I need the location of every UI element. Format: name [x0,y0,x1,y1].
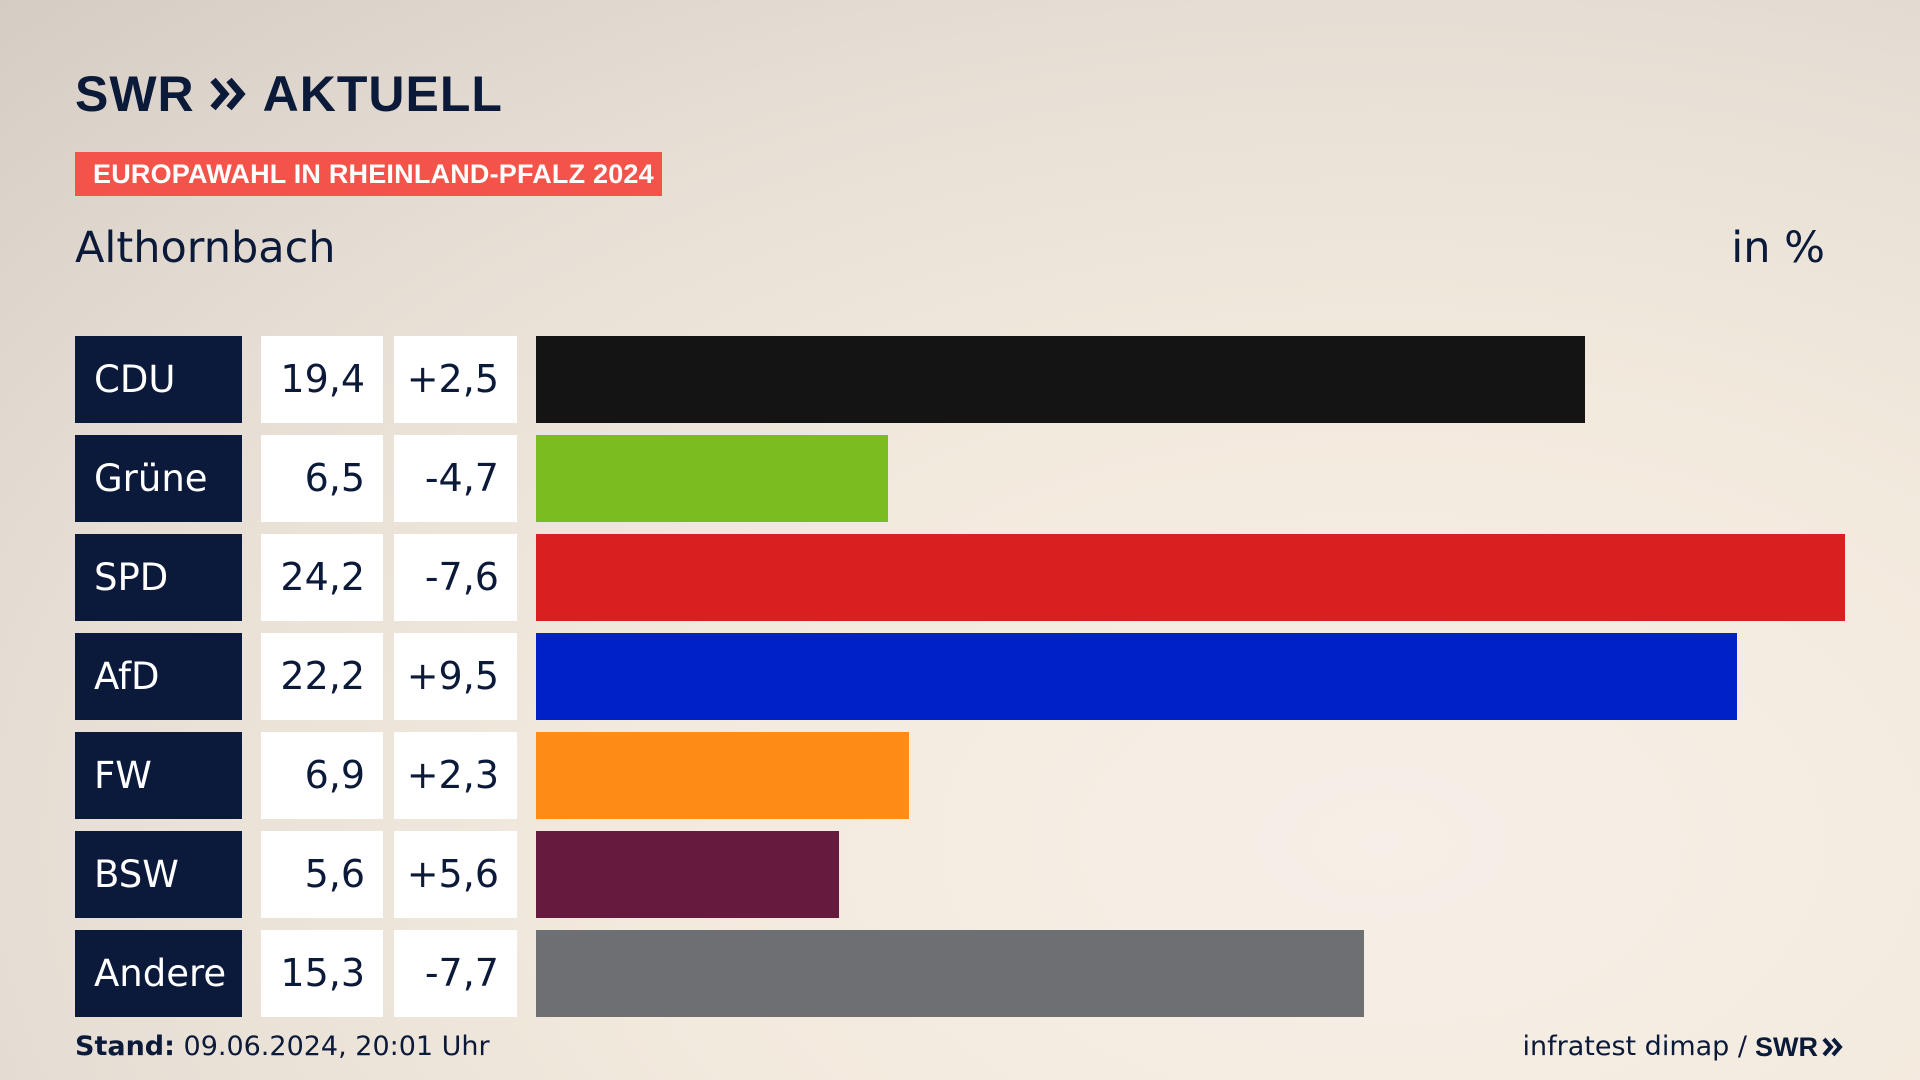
party-label: FW [75,732,242,819]
change-value: +2,5 [394,336,517,423]
swr-small-logo: SWR [1755,1030,1844,1064]
swr-aktuell-logo: SWR AKTUELL [75,64,503,124]
vote-share-bar [536,534,1845,621]
change-value: +9,5 [394,633,517,720]
vote-share-bar [536,336,1585,423]
election-banner: EUROPAWAHL IN RHEINLAND-PFALZ 2024 [75,152,662,196]
stand-value: 09.06.2024, 20:01 Uhr [183,1031,490,1062]
small-double-chevron-icon [1822,1037,1843,1057]
vote-share-bar [536,831,839,918]
vote-share-value: 22,2 [261,633,383,720]
swr-small-text: SWR [1755,1032,1818,1062]
party-label: Andere [75,930,242,1017]
vote-share-value: 6,9 [261,732,383,819]
change-value: +5,6 [394,831,517,918]
chart-title: Althornbach [75,223,336,273]
source-credit: infratest dimap / SWR [1522,1030,1844,1064]
vote-share-bar [536,732,909,819]
vote-share-value: 19,4 [261,336,383,423]
unit-label: in % [1731,223,1825,273]
change-value: -7,7 [394,930,517,1017]
change-value: -4,7 [394,435,517,522]
timestamp: Stand: 09.06.2024, 20:01 Uhr [75,1030,490,1064]
vote-share-bar [536,930,1364,1017]
change-value: -7,6 [394,534,517,621]
logo-aktuell-text: AKTUELL [262,66,503,122]
vote-share-value: 15,3 [261,930,383,1017]
party-label: Grüne [75,435,242,522]
vote-share-value: 5,6 [261,831,383,918]
double-chevron-icon [209,76,249,112]
vote-share-bar [536,435,888,522]
logo-swr-text: SWR [75,66,195,122]
vote-share-bar [536,633,1737,720]
vote-share-value: 6,5 [261,435,383,522]
party-label: CDU [75,336,242,423]
party-label: AfD [75,633,242,720]
stand-label: Stand: [75,1031,175,1062]
party-label: BSW [75,831,242,918]
party-label: SPD [75,534,242,621]
vote-share-value: 24,2 [261,534,383,621]
source-text: infratest dimap / [1522,1031,1747,1062]
change-value: +2,3 [394,732,517,819]
